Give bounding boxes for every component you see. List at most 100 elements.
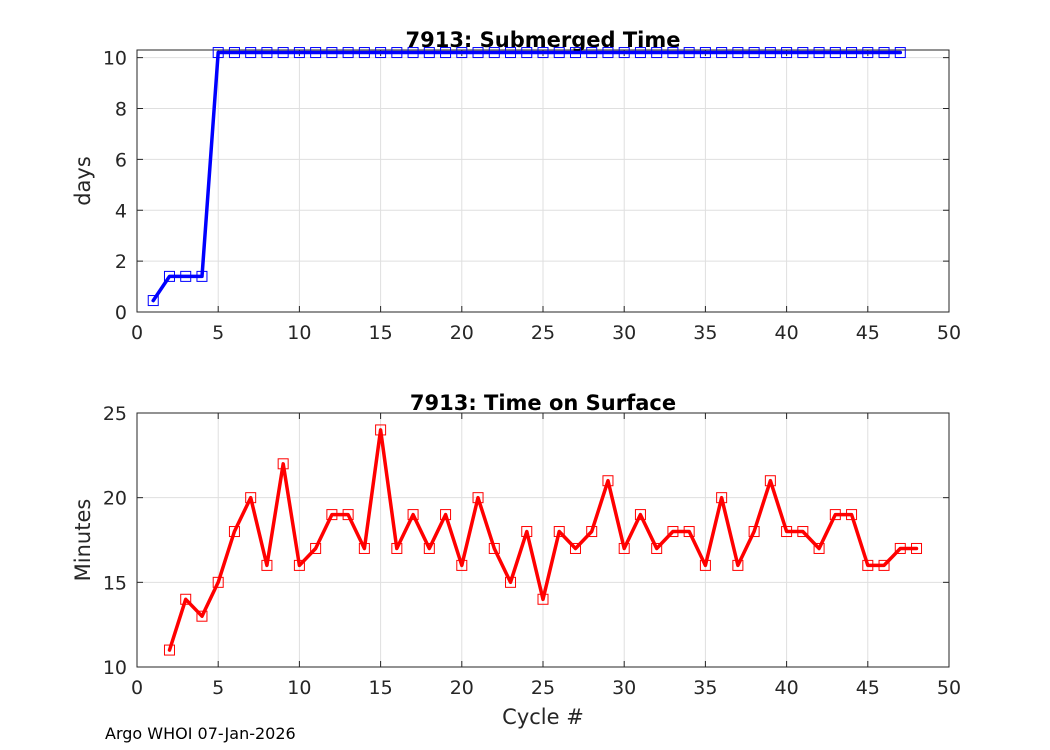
surface-data-point [667,526,679,538]
surface-data-point [391,542,403,554]
surface-y-axis-label: Minutes [71,499,95,582]
surface-data-point [163,644,175,656]
surface-data-point [358,542,370,554]
submerged-data-point [618,47,630,59]
submerged-data-point [358,47,370,59]
submerged-data-point [456,47,468,59]
submerged-data-point [342,47,354,59]
submerged-data-point [310,47,322,59]
submerged-y-tick-label: 8 [115,99,127,121]
submerged-data-point [586,47,598,59]
surface-data-point [293,559,305,571]
surface-x-tick-label: 40 [775,677,799,699]
surface-data-point [862,559,874,571]
surface-data-point [342,509,354,521]
submerged-x-tick-label: 10 [287,322,311,344]
surface-data-point [212,576,224,588]
submerged-y-tick-label: 0 [115,302,127,324]
surface-y-tick-label: 15 [103,572,127,594]
submerged-data-point [569,47,581,59]
submerged-data-point [261,47,273,59]
submerged-data-point [846,47,858,59]
submerged-data-point [699,47,711,59]
submerged-data-point [862,47,874,59]
submerged-chart: 0 5 10 15 20 25 30 35 40 45 50 0 2 4 6 8 10 7913: Submerg… [71,28,961,344]
submerged-data-point [391,47,403,59]
submerged-data-point [293,47,305,59]
surface-data-point [764,475,776,487]
submerged-x-tick-label: 25 [531,322,555,344]
submerged-data-point [505,47,517,59]
submerged-data-point [423,47,435,59]
surface-data-point [829,509,841,521]
submerged-data-point [407,47,419,59]
submerged-data-point [797,47,809,59]
surface-data-point [472,492,484,504]
surface-data-point [245,492,257,504]
surface-data-point [683,526,695,538]
submerged-data-point [813,47,825,59]
submerged-data-point [472,47,484,59]
surface-data-point [602,475,614,487]
surface-data-point [228,526,240,538]
submerged-x-tick-label: 15 [369,322,393,344]
surface-data-point [488,542,500,554]
submerged-data-point [488,47,500,59]
submerged-data-point [326,47,338,59]
surface-data-point [634,509,646,521]
submerged-data-point [894,47,906,59]
surface-data-point [423,542,435,554]
submerged-title: 7913: Submerged Time [405,28,680,52]
submerged-y-tick-label: 4 [115,200,127,222]
submerged-x-tick-label: 30 [612,322,636,344]
surface-x-tick-label: 35 [693,677,717,699]
surface-data-point [651,542,663,554]
surface-data-point [440,509,452,521]
footer-credit: Argo WHOI 07-Jan-2026 [105,724,296,743]
surface-x-tick-label: 25 [531,677,555,699]
submerged-data-point [667,47,679,59]
surface-data-point [878,559,890,571]
surface-data-point [618,542,630,554]
submerged-data-point [212,47,224,59]
submerged-y-tick-label: 6 [115,149,127,171]
submerged-data-point [228,47,240,59]
submerged-data-point [440,47,452,59]
surface-x-axis-label: Cycle # [502,705,584,729]
surface-data-point [407,509,419,521]
surface-data-point [716,492,728,504]
submerged-data-point [375,47,387,59]
submerged-data-point [634,47,646,59]
submerged-data-point [277,47,289,59]
surface-data-point [277,458,289,470]
surface-data-point [456,559,468,571]
surface-x-tick-label: 30 [612,677,636,699]
submerged-data-point [716,47,728,59]
surface-y-tick-label: 20 [103,488,127,510]
submerged-data-point [764,47,776,59]
submerged-data-point [163,270,175,282]
surface-data-point [537,593,549,605]
submerged-x-tick-label: 50 [937,322,961,344]
submerged-data-point [537,47,549,59]
surface-data-point [375,424,387,436]
surface-y-tick-label: 10 [103,657,127,679]
submerged-x-tick-label: 5 [212,322,224,344]
surface-title: 7913: Time on Surface [410,391,676,415]
surface-data-point [180,593,192,605]
surface-data-point [196,610,208,622]
submerged-data-point [147,295,159,307]
submerged-x-tick-label: 35 [693,322,717,344]
surface-data-point [894,542,906,554]
submerged-y-tick-label: 10 [103,48,127,70]
surface-x-tick-label: 20 [450,677,474,699]
submerged-x-tick-label: 20 [450,322,474,344]
surface-x-tick-label: 10 [287,677,311,699]
submerged-data-point [878,47,890,59]
submerged-x-tick-label: 45 [856,322,880,344]
surface-data-point [732,559,744,571]
surface-data-point [846,509,858,521]
submerged-data-point [683,47,695,59]
surface-data-point [813,542,825,554]
